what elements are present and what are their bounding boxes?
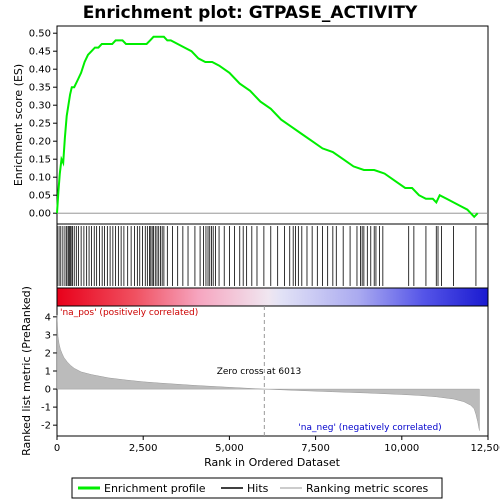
- x-axis-label: Rank in Ordered Dataset: [204, 456, 341, 469]
- x-tick-label: 2,500: [129, 443, 158, 454]
- es-tick-label: 0.05: [29, 191, 51, 202]
- x-tick-label: 5,000: [215, 443, 244, 454]
- metric-tick-label: 1: [45, 367, 51, 378]
- es-tick-label: 0.30: [29, 101, 51, 112]
- metric-tick-label: 4: [45, 312, 51, 323]
- x-tick-label: 7,500: [301, 443, 330, 454]
- es-tick-label: 0.20: [29, 137, 51, 148]
- negative-correlation-label: 'na_neg' (negatively correlated): [298, 423, 441, 433]
- ranking-metric-area: [56, 314, 480, 431]
- es-tick-label: 0.15: [29, 155, 51, 166]
- x-tick-label: 10,000: [384, 443, 419, 454]
- es-tick-label: 0.25: [29, 119, 51, 130]
- rank-color-bar: [56, 287, 489, 307]
- metric-tick-label: 2: [45, 348, 51, 359]
- legend-label-hits: Hits: [247, 482, 269, 495]
- es-tick-label: 0.50: [29, 29, 51, 40]
- es-tick-label: 0.45: [29, 47, 51, 58]
- x-axis-ticks: 0 2,500 5,000 7,500 10,000 12,500: [54, 436, 500, 454]
- es-tick-label: 0.35: [29, 83, 51, 94]
- es-tick-label: 0.40: [29, 65, 51, 76]
- hit-lines: [56, 226, 477, 286]
- chart-title: Enrichment plot: GTPASE_ACTIVITY: [83, 3, 418, 23]
- metric-axis-ticks: -2 -1 0 1 2 3 4: [41, 312, 57, 432]
- positive-correlation-label: 'na_pos' (positively correlated): [60, 308, 198, 318]
- x-tick-label: 0: [54, 443, 60, 454]
- es-axis-ticks: 0.00 0.05 0.10 0.15 0.20 0.25 0.30 0.35 0.40 0.45…: [29, 29, 57, 220]
- zero-cross-label: Zero cross at 6013: [217, 367, 302, 377]
- es-tick-label: 0.00: [29, 209, 51, 220]
- enrichment-profile-line: [56, 35, 479, 219]
- legend-label-enrichment: Enrichment profile: [104, 482, 206, 495]
- es-tick-label: 0.10: [29, 173, 51, 184]
- metric-tick-label: 3: [45, 330, 51, 341]
- metric-tick-label: -2: [41, 421, 51, 432]
- x-tick-label: 12,500: [471, 443, 500, 454]
- metric-axis-label: Ranked list metric (PreRanked): [20, 286, 33, 456]
- hits-panel: [56, 223, 489, 289]
- legend-label-metric: Ranking metric scores: [306, 482, 428, 495]
- metric-tick-label: -1: [41, 403, 51, 414]
- legend: Enrichment profile Hits Ranking metric s…: [71, 477, 443, 499]
- metric-panel: [56, 305, 489, 437]
- es-panel: [56, 25, 489, 225]
- metric-tick-label: 0: [45, 385, 51, 396]
- es-axis-label: Enrichment score (ES): [12, 64, 25, 186]
